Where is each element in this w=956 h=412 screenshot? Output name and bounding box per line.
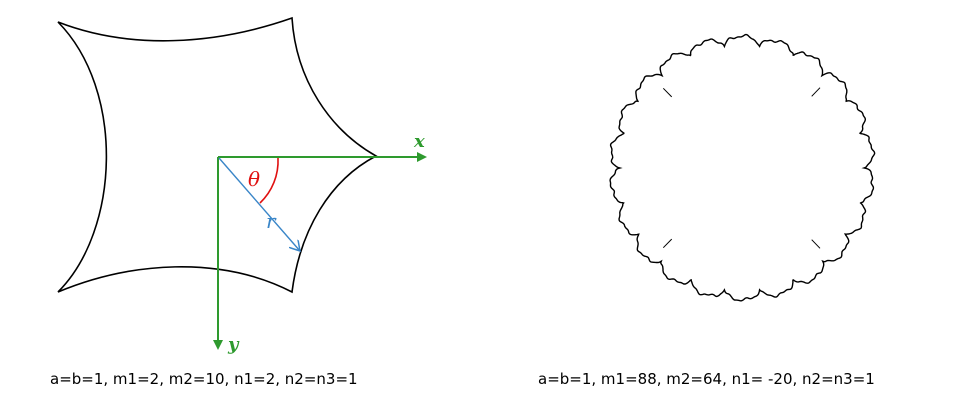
radius-vector [218, 157, 300, 251]
notch-mark [662, 87, 673, 98]
superformula-scalloped-curve [609, 33, 876, 302]
radius-label: r [266, 209, 277, 233]
x-axis-label: x [413, 131, 425, 152]
right-figure-caption: a=b=1, m1=88, m2=64, n1= -20, n2=n3=1 [538, 370, 875, 388]
notch-mark [662, 238, 673, 249]
notch-mark [811, 87, 821, 97]
y-axis-label: y [227, 334, 240, 355]
angle-arc [259, 157, 279, 204]
angle-label: θ [248, 167, 260, 191]
left-figure-caption: a=b=1, m1=2, m2=10, n1=2, n2=n3=1 [50, 370, 358, 388]
notch-mark [811, 239, 821, 249]
scallop-notch-marks [662, 87, 821, 249]
superformula-star-curve [57, 16, 378, 294]
